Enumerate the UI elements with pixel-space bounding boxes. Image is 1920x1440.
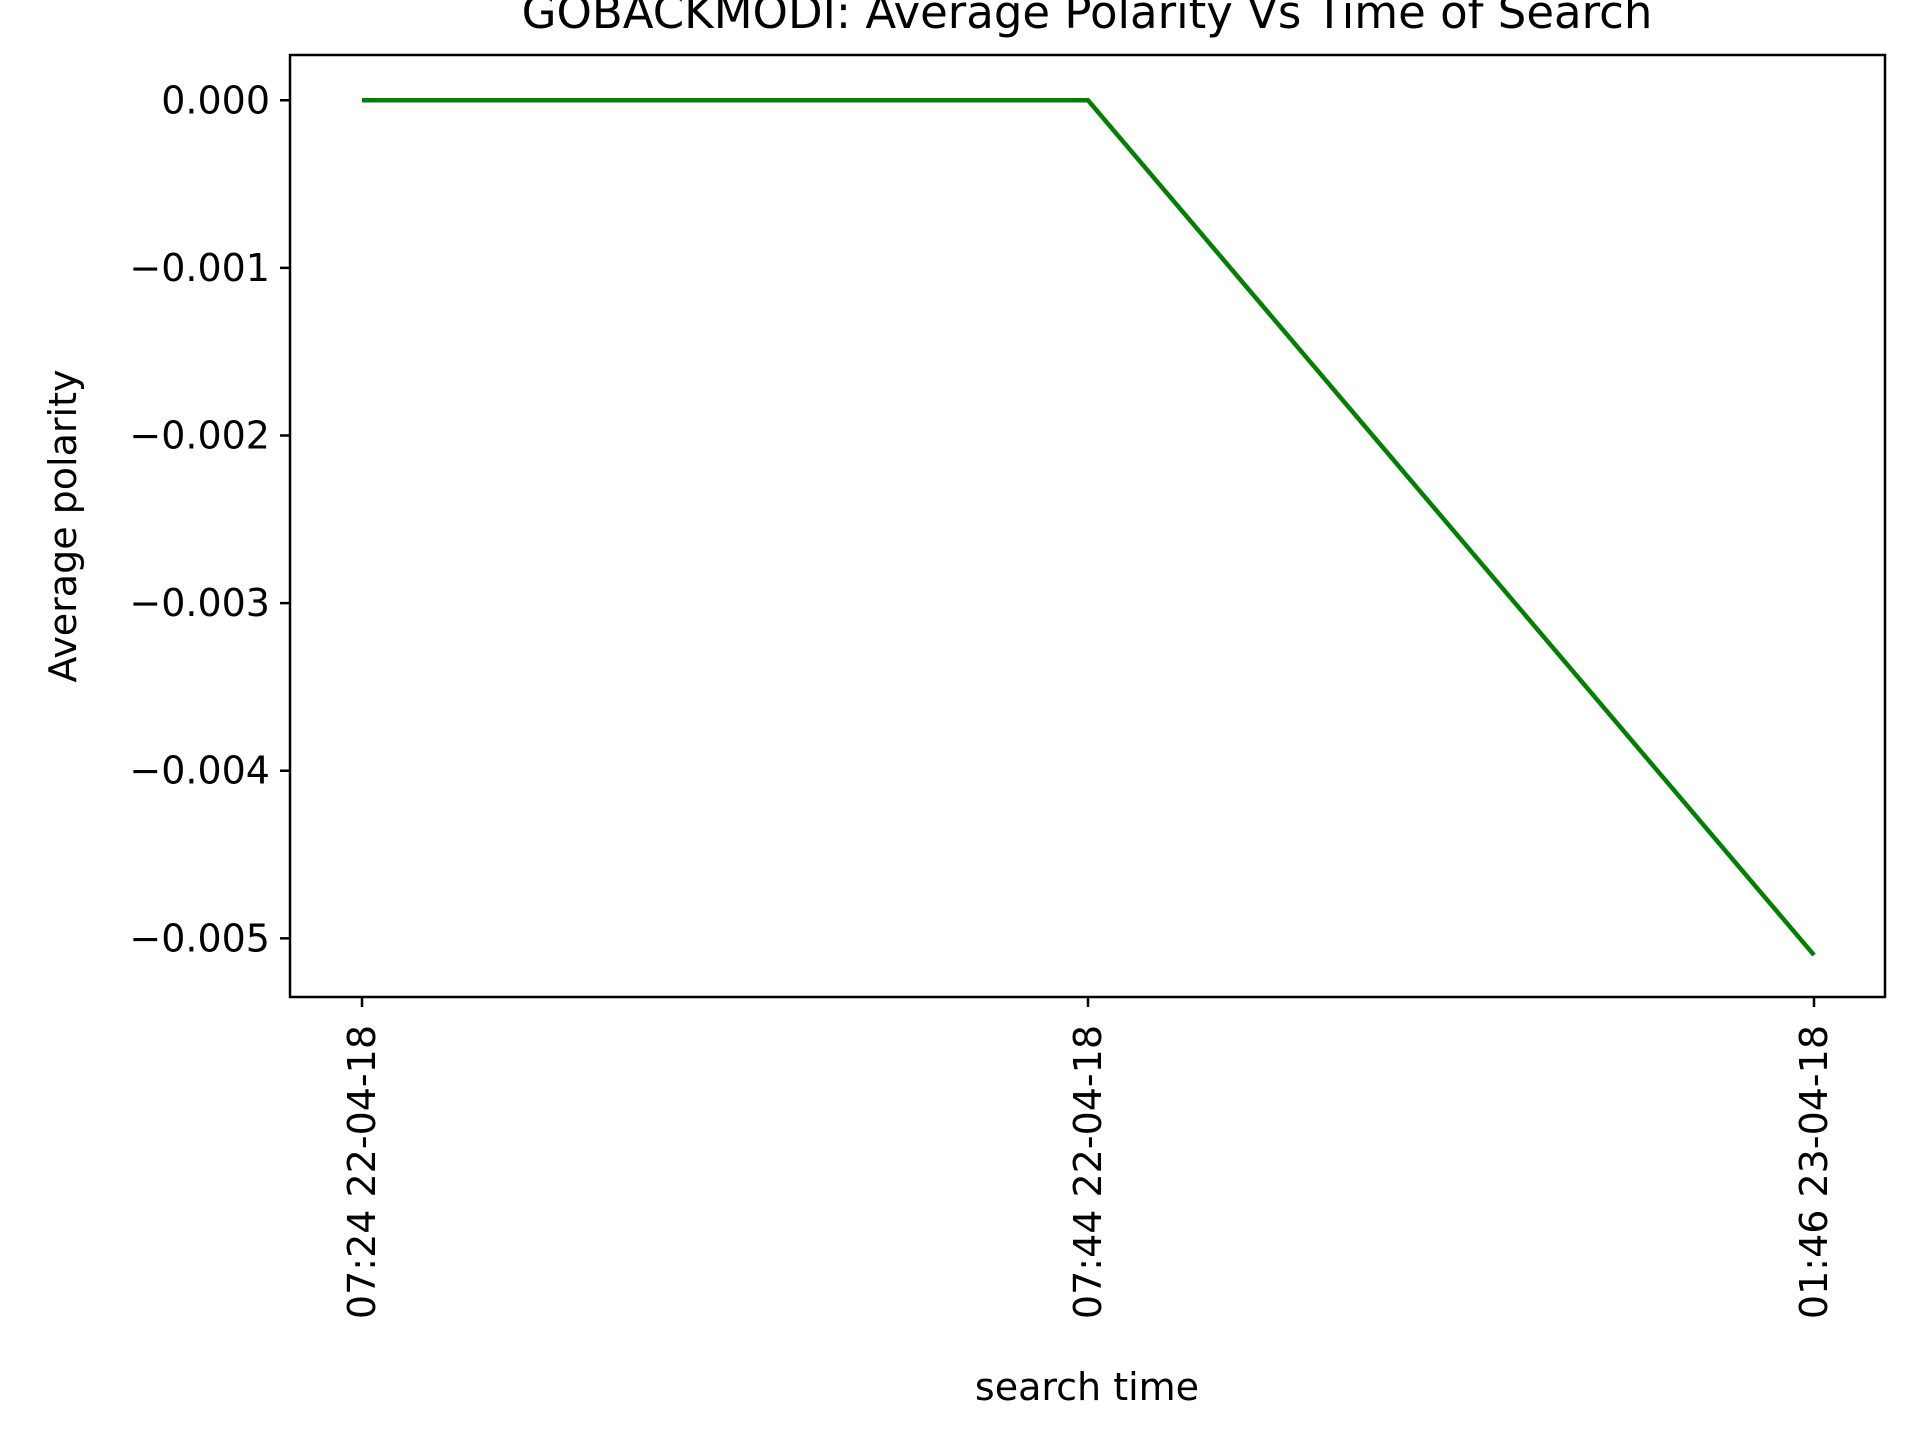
y-tick-label: −0.001 (129, 246, 270, 290)
plot-frame (288, 53, 1887, 999)
x-axis-ticks: 07:24 22-04-18 07:44 22-04-18 01:46 23-04-… (340, 997, 1836, 1319)
chart-title: GOBACKMODI: Average Polarity Vs Time of … (522, 0, 1653, 39)
x-tick-label: 07:44 22-04-18 (1066, 1025, 1110, 1319)
x-axis-label: search time (975, 1365, 1199, 1409)
y-tick-label: 0.000 (161, 78, 270, 122)
plot-area (290, 55, 1885, 997)
y-axis-ticks: 0.000 −0.001 −0.002 −0.003 −0.004 −0.005 (129, 78, 290, 960)
x-tick-label: 07:24 22-04-18 (340, 1025, 384, 1319)
y-axis-label: Average polarity (41, 370, 85, 683)
y-tick-label: −0.004 (129, 749, 270, 793)
y-tick-label: −0.002 (129, 413, 270, 457)
x-tick-label: 01:46 23-04-18 (1792, 1025, 1836, 1319)
y-tick-label: −0.003 (129, 581, 270, 625)
y-tick-label: −0.005 (129, 916, 270, 960)
series-layer (361, 98, 1816, 957)
